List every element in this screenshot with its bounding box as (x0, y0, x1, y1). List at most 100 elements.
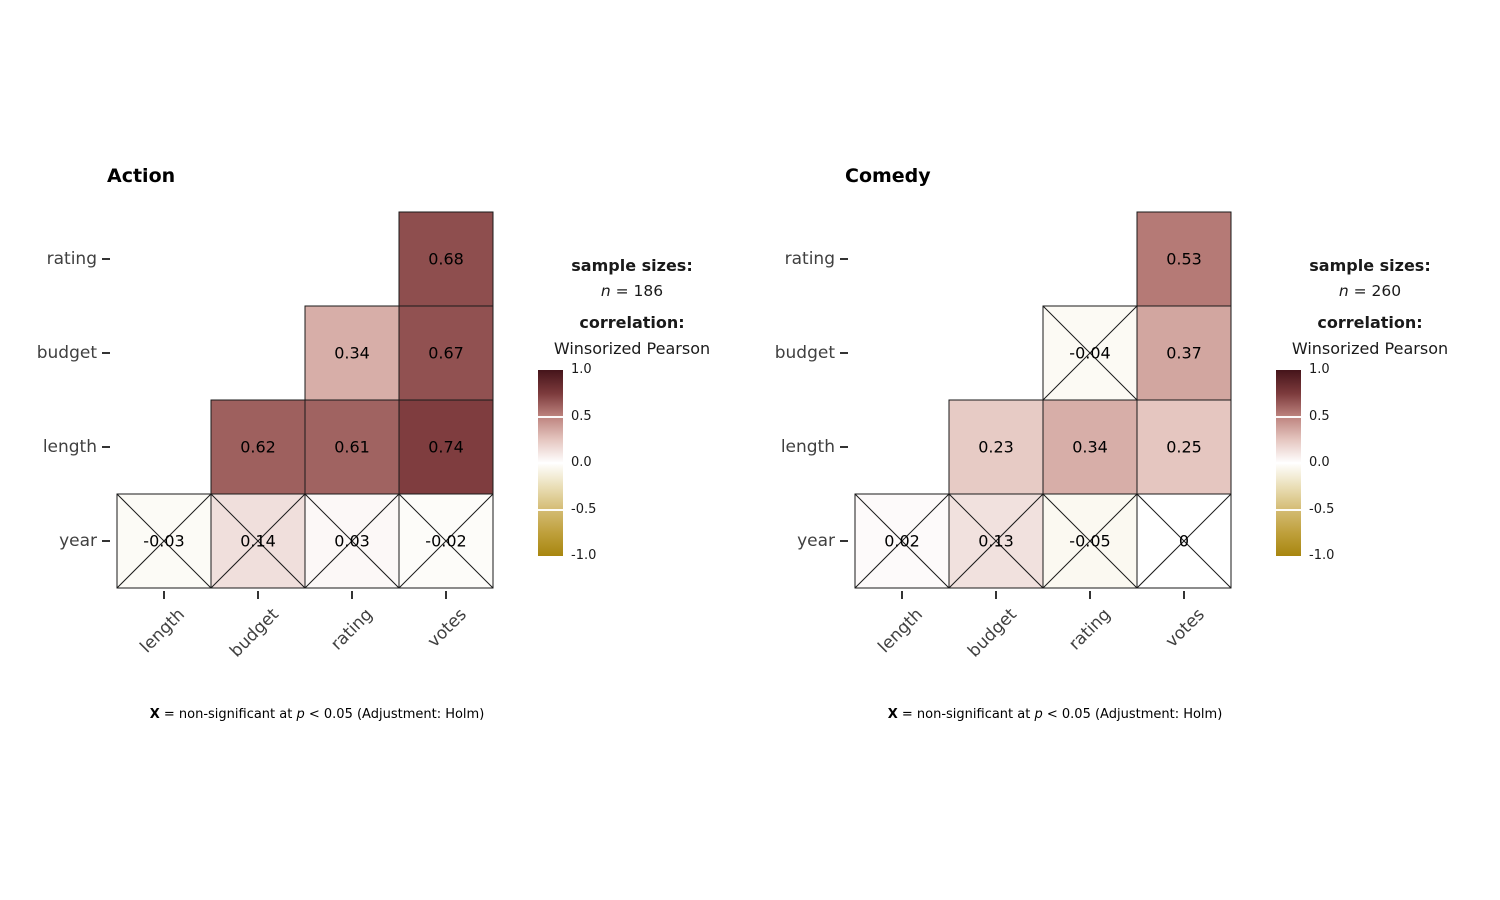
colorbar-tick (1276, 462, 1301, 464)
y-axis-tick (840, 540, 848, 542)
heatmap-cell-year-votes: 0 (1136, 493, 1232, 589)
colorbar-tick-label: -1.0 (571, 548, 597, 563)
heatmap-cell-year-rating: 0.03 (304, 493, 400, 589)
cell-tile (1042, 399, 1138, 495)
y-axis-tick (102, 446, 110, 448)
x-axis-label-budget: budget (964, 604, 1021, 662)
cell-tile (1136, 305, 1232, 401)
cell-value: -0.04 (1069, 344, 1110, 363)
y-axis-label-length: length (780, 437, 835, 457)
cell-value: -0.03 (143, 532, 184, 551)
cell-tile (398, 399, 494, 495)
cell-value: 0.25 (1166, 438, 1202, 457)
cell-value: 0.61 (334, 438, 370, 457)
cell-tile (398, 211, 494, 307)
cell-value: 0.13 (978, 532, 1014, 551)
colorbar-tick (538, 462, 563, 464)
x-axis-tick (163, 591, 165, 599)
cell-value: 0.68 (428, 250, 464, 269)
x-axis-label-length: length (874, 604, 927, 658)
heatmap-cell-length-votes: 0.74 (398, 399, 494, 495)
colorbar-tick-label: 1.0 (1309, 362, 1330, 377)
caption: X = non-significant at p < 0.05 (Adjustm… (745, 707, 1365, 722)
y-axis-label-budget: budget (36, 343, 97, 363)
y-axis-tick (102, 352, 110, 354)
x-axis-tick (351, 591, 353, 599)
cell-value: 0.03 (334, 532, 370, 551)
colorbar-tick (538, 415, 563, 418)
non-significant-x-mark (854, 493, 950, 589)
heatmap-grid: 0.68 0.34 0.67 0.62 0.61 0.74 -0.03 0.14 0.03 -0.… (116, 211, 494, 589)
x-axis-tick (901, 591, 903, 599)
caption: X = non-significant at p < 0.05 (Adjustm… (7, 707, 627, 722)
caption-tail: < 0.05 (Adjustment: Holm) (1042, 707, 1223, 722)
x-axis-tick (1089, 591, 1091, 599)
panel-title: Comedy (845, 165, 931, 187)
legend-method: Winsorized Pearson (553, 339, 711, 358)
correlation-heatmap: 0.53 -0.04 0.37 0.23 0.34 0.25 0.02 0.13 -0.05 0 r… (738, 0, 1478, 780)
colorbar-tick-label: -0.5 (571, 501, 597, 517)
x-axis-label-rating: rating (327, 604, 377, 655)
x-axis-label-rating: rating (1065, 604, 1115, 655)
caption-tail: < 0.05 (Adjustment: Holm) (304, 707, 485, 722)
n-symbol: n (600, 282, 611, 300)
y-axis-label-year: year (797, 531, 835, 551)
x-axis-label-votes: votes (1161, 604, 1209, 652)
non-significant-x-mark (116, 493, 212, 589)
legend: sample sizes: n = 186 correlation: Winso… (532, 252, 732, 362)
heatmap-cell-year-budget: 0.13 (948, 493, 1044, 589)
y-axis-label-year: year (59, 531, 97, 551)
y-axis-label-budget: budget (774, 343, 835, 363)
heatmap-cell-year-length: -0.03 (116, 493, 212, 589)
cell-value: 0.34 (1072, 438, 1108, 457)
colorbar-tick-label: 0.5 (1309, 408, 1330, 424)
y-axis-tick (840, 352, 848, 354)
x-axis-label-length: length (136, 604, 189, 658)
x-axis-tick (1183, 591, 1185, 599)
x-axis-label-votes: votes (423, 604, 471, 652)
heatmap-cell-year-budget: 0.14 (210, 493, 306, 589)
heatmap-cell-budget-votes: 0.67 (398, 305, 494, 401)
colorbar: 1.0 0.5 0.0 -0.5 -1.0 (538, 362, 618, 563)
cell-tile (398, 305, 494, 401)
cell-value: 0 (1179, 532, 1189, 551)
y-axis-label-rating: rating (784, 249, 835, 269)
cell-value: 0.34 (334, 344, 370, 363)
n-value: = 186 (610, 282, 664, 300)
non-significant-x-mark (398, 493, 494, 589)
non-significant-x-mark (948, 493, 1044, 589)
legend-sample-sizes-heading: sample sizes: (571, 256, 693, 275)
colorbar-tick-label: -0.5 (1309, 501, 1335, 517)
non-significant-x-mark (210, 493, 306, 589)
legend-sample-size-value: n = 260 (1270, 279, 1470, 304)
heatmap-cell-year-votes: -0.02 (398, 493, 494, 589)
y-axis-label-rating: rating (46, 249, 97, 269)
caption-x-symbol: X (887, 707, 898, 722)
heatmap-cell-budget-votes: 0.37 (1136, 305, 1232, 401)
cell-value: -0.02 (425, 532, 466, 551)
cell-value: 0.74 (428, 438, 464, 457)
colorbar-tick (1276, 415, 1301, 418)
colorbar: 1.0 0.5 0.0 -0.5 -1.0 (1276, 362, 1356, 563)
colorbar-tick-label: 1.0 (571, 362, 592, 377)
colorbar-tick (1276, 508, 1301, 511)
caption-x-symbol: X (149, 707, 160, 722)
cell-value: 0.67 (428, 344, 464, 363)
cell-value: -0.05 (1069, 532, 1110, 551)
correlation-heatmap: 0.68 0.34 0.67 0.62 0.61 0.74 -0.03 0.14 0.03 -0.… (0, 0, 740, 780)
heatmap-cell-year-length: 0.02 (854, 493, 950, 589)
colorbar-tick (538, 508, 563, 511)
cell-tile (304, 399, 400, 495)
heatmap-grid: 0.53 -0.04 0.37 0.23 0.34 0.25 0.02 0.13 -0.05 0 (854, 211, 1232, 589)
n-value: = 260 (1348, 282, 1402, 300)
colorbar-tick-label: 0.0 (1309, 455, 1330, 470)
y-axis-tick (102, 540, 110, 542)
cell-value: 0.14 (240, 532, 276, 551)
legend-sample-size-value: n = 186 (532, 279, 732, 304)
non-significant-x-mark (1042, 305, 1138, 401)
caption-p-symbol: p (296, 707, 305, 722)
caption-p-symbol: p (1034, 707, 1043, 722)
heatmap-cell-rating-votes: 0.68 (398, 211, 494, 307)
caption-mid: = non-significant at (159, 707, 297, 722)
heatmap-cell-rating-votes: 0.53 (1136, 211, 1232, 307)
